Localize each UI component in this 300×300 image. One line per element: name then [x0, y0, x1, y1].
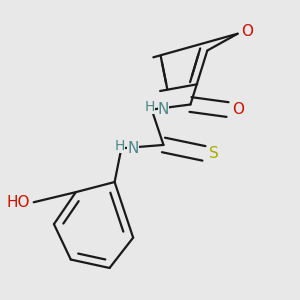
Text: O: O — [241, 23, 253, 38]
Text: H: H — [145, 100, 155, 114]
Text: H: H — [115, 139, 125, 153]
Text: N: N — [128, 141, 139, 156]
Text: S: S — [209, 146, 219, 161]
Text: HO: HO — [7, 195, 30, 210]
Text: N: N — [158, 102, 169, 117]
Text: O: O — [232, 102, 244, 117]
